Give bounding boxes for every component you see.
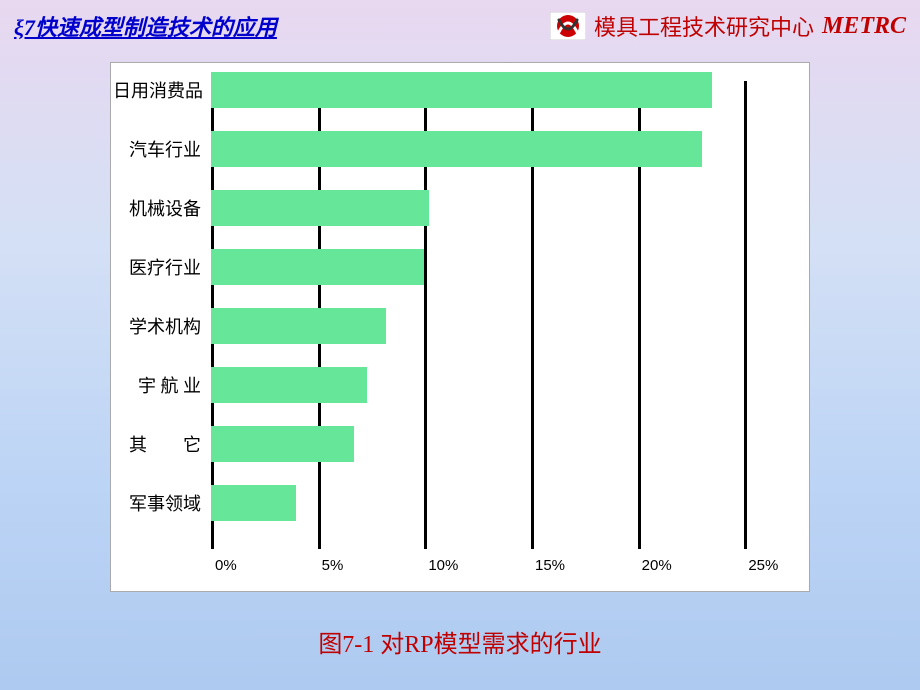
category-label: 日用消费品 <box>113 77 201 103</box>
org-name: 模具工程技术研究中心 <box>594 10 814 42</box>
bar <box>211 367 367 403</box>
bar-row: 医疗行业 <box>211 249 787 285</box>
category-label: 机械设备 <box>113 195 201 221</box>
x-tick-label: 10% <box>428 557 458 574</box>
bar-row: 其 它 <box>211 426 787 462</box>
bar <box>211 485 296 521</box>
plot-area: 日用消费品汽车行业机械设备医疗行业学术机构宇 航 业其 它军事领域 <box>211 81 787 549</box>
bar <box>211 308 386 344</box>
bar-chart: 日用消费品汽车行业机械设备医疗行业学术机构宇 航 业其 它军事领域 0% 5% 10… <box>110 62 810 592</box>
category-label: 其 它 <box>113 431 201 457</box>
page-header: ξ7快速成型制造技术的应用 模具工程技术研究中心 METRC <box>0 0 920 48</box>
bar <box>211 249 424 285</box>
bar-row: 军事领域 <box>211 485 787 521</box>
x-tick-label: 15% <box>535 557 565 574</box>
bar-row: 日用消费品 <box>211 72 787 108</box>
x-axis-labels: 0% 5% 10% 15% 20% 25% <box>211 557 787 579</box>
bar <box>211 426 354 462</box>
figure-caption: 图7-1 对RP模型需求的行业 <box>0 624 920 659</box>
category-label: 医疗行业 <box>113 254 201 280</box>
bar-row: 机械设备 <box>211 190 787 226</box>
category-label: 军事领域 <box>113 490 201 516</box>
bar <box>211 190 429 226</box>
bar-row: 宇 航 业 <box>211 367 787 403</box>
bar <box>211 131 702 167</box>
category-label: 汽车行业 <box>113 136 201 162</box>
bar-row: 汽车行业 <box>211 131 787 167</box>
page-title: ξ7快速成型制造技术的应用 <box>14 10 277 42</box>
x-tick-label: 25% <box>748 557 778 574</box>
x-tick-label: 20% <box>642 557 672 574</box>
x-tick-label: 0% <box>215 557 237 574</box>
x-tick-label: 5% <box>322 557 344 574</box>
bar-row: 学术机构 <box>211 308 787 344</box>
metrc-logo-icon <box>550 12 586 40</box>
category-label: 学术机构 <box>113 313 201 339</box>
org-block: 模具工程技术研究中心 METRC <box>550 10 906 42</box>
org-abbr: METRC <box>822 13 906 40</box>
bar <box>211 72 712 108</box>
category-label: 宇 航 业 <box>113 372 201 398</box>
